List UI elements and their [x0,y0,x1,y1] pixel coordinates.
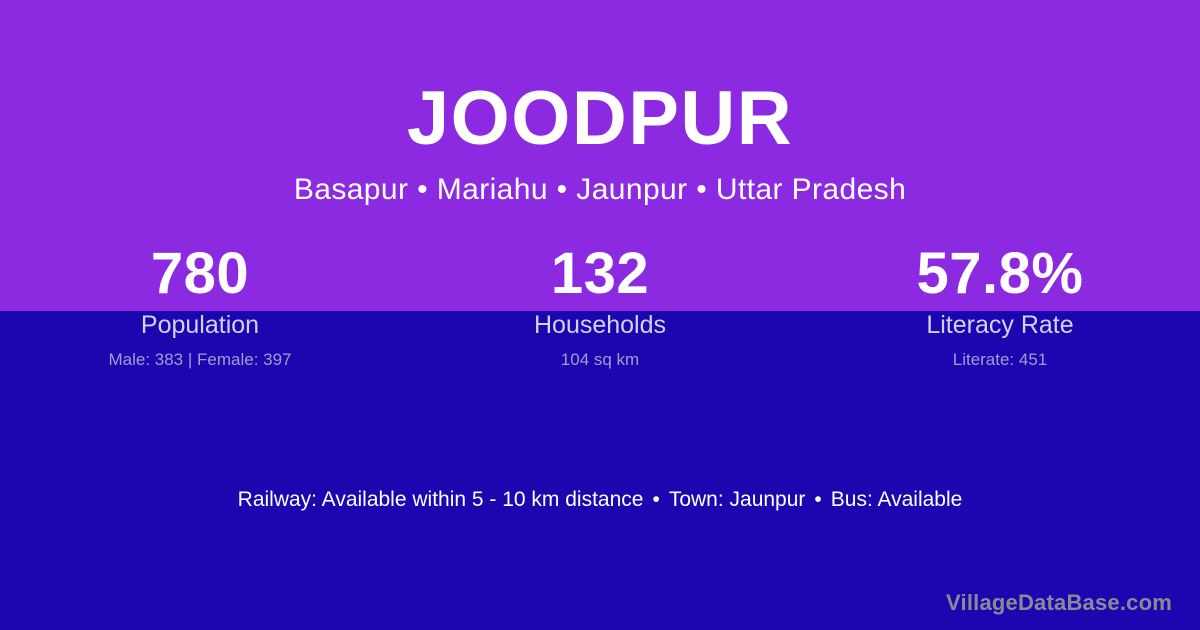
site-watermark: VillageDataBase.com [946,590,1172,615]
facility-separator-icon: • [814,488,822,511]
background-band-top [0,0,1200,311]
stat-sublabel: Literate: 451 [952,350,1048,369]
stat-value: 780 [150,241,250,306]
stat-value: 57.8% [916,241,1084,306]
stat-sublabel: 104 sq km [560,350,640,369]
stat-households: 132 Households 104 sq km [400,243,800,370]
background-band-bottom [0,311,1200,630]
facility-town: Town: Jaunpur [668,488,806,511]
stat-label: Literacy Rate [926,311,1074,339]
page-title: JOODPUR [406,76,794,161]
stat-label: Households [533,311,667,339]
facility-separator-icon: • [652,488,660,511]
facilities-bar: Railway: Available within 5 - 10 km dist… [0,486,1200,514]
facility-bus: Bus: Available [830,488,963,511]
stat-label: Population [140,311,260,339]
stat-value: 132 [550,241,650,306]
breadcrumb: Basapur • Mariahu • Jaunpur • Uttar Prad… [293,173,907,206]
card-header: JOODPUR Basapur • Mariahu • Jaunpur • Ut… [0,0,1200,207]
stats-row: 780 Population Male: 383 | Female: 397 1… [0,243,1200,370]
stat-sublabel: Male: 383 | Female: 397 [108,350,292,369]
stat-literacy-rate: 57.8% Literacy Rate Literate: 451 [800,243,1200,370]
facility-railway: Railway: Available within 5 - 10 km dist… [237,488,644,511]
stat-population: 780 Population Male: 383 | Female: 397 [0,243,400,370]
